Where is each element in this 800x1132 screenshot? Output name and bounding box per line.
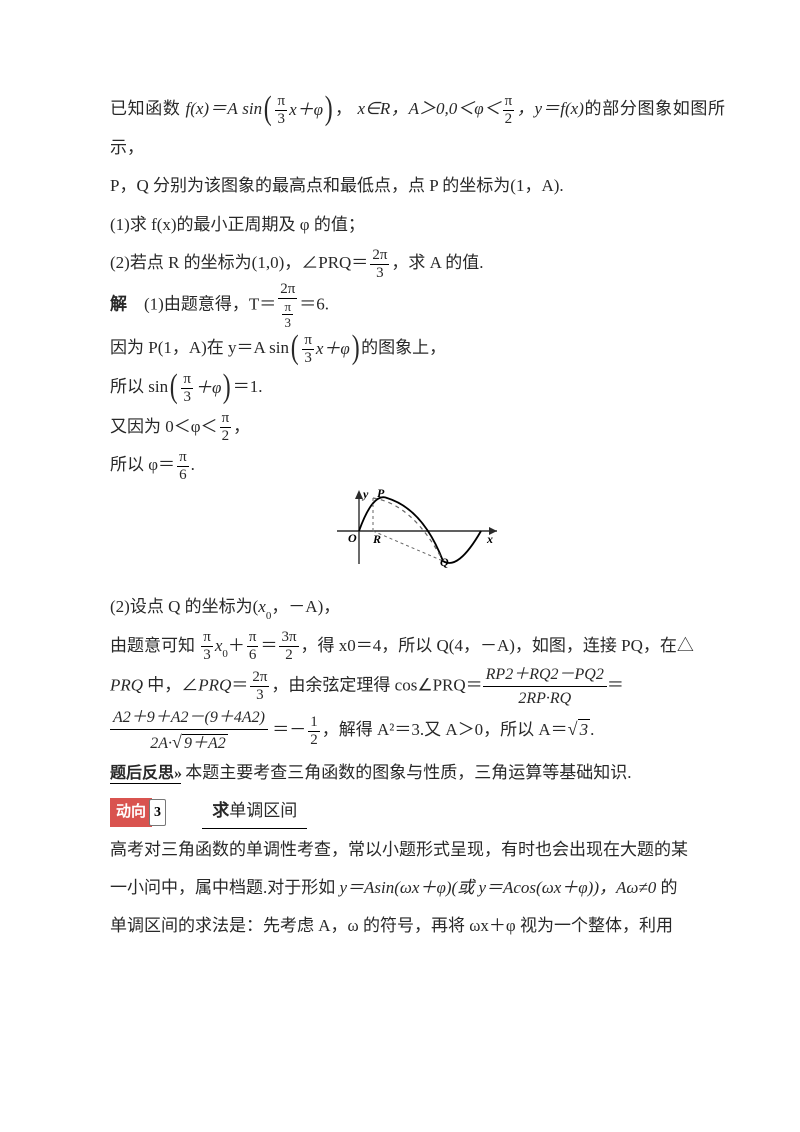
reflect-arrows-icon: » — [174, 765, 181, 782]
fig-label-P: P — [377, 486, 385, 500]
fig-label-x: x — [486, 532, 493, 546]
neg-half: 12 — [308, 715, 320, 748]
question-1: (1)求 f(x)的最小正周期及 φ 的值； — [110, 206, 725, 244]
fig-label-O: O — [348, 531, 357, 545]
solution-2c: PRQ 中，∠PRQ＝2π3，由余弦定理得 cos∠PRQ＝RP2＋RQ2－PQ… — [110, 665, 725, 708]
domain-text: x∈R，A＞0,0＜φ＜ — [358, 99, 501, 118]
solution-1b: 因为 P(1，A)在 y＝A sin(π3x＋φ)的图象上， — [110, 329, 725, 368]
paren-sin-plus: (π3＋φ) — [168, 369, 233, 407]
reflection-line: 题后反思» 本题主要考查三角函数的图象与性质，三角运算等基础知识. — [110, 754, 725, 792]
pi-over-2: π2 — [503, 94, 515, 127]
fig-label-Q: Q — [440, 555, 449, 568]
solution-1d: 又因为 0＜φ＜π2， — [110, 408, 725, 446]
solution-2d: A2＋9＋A2－(9＋4A2)2A·9＋A2 ＝－12，解得 A²＝3.又 A＞… — [110, 708, 725, 754]
direction-title: 求单调区间 — [202, 796, 307, 829]
solution-1e: 所以 φ＝π6. — [110, 446, 725, 484]
sine-figure: P Q O R x y — [110, 486, 725, 582]
cos-frac: RP2＋RQ2－PQ22RP·RQ — [483, 665, 607, 708]
pi-3: π3 — [201, 630, 213, 663]
f-of-x: f(x)＝A sin — [185, 99, 262, 118]
pi-6: π6 — [247, 630, 259, 663]
paren-sin-arg: (π3x＋φ) — [262, 91, 334, 129]
para-1: 高考对三角函数的单调性考查，常以小题形式呈现，有时也会出现在大题的某 — [110, 831, 725, 869]
question-2: (2)若点 R 的坐标为(1,0)，∠PRQ＝2π3，求 A 的值. — [110, 244, 725, 282]
para-2: 一小问中，属中档题.对于形如 y＝Asin(ωx＋φ)(或 y＝Acos(ωx＋… — [110, 869, 725, 907]
direction-badge: 动向 — [110, 798, 152, 827]
pi-over-6: π6 — [177, 450, 189, 483]
pi-over-2-b: π2 — [220, 411, 232, 444]
two-pi-over-3: 2π3 — [370, 248, 389, 281]
solution-label: 解 — [110, 295, 127, 314]
solution-2b: 由题意可知 π3x0＋π6＝3π2，得 x0＝4，所以 Q(4，－A)，如图，连… — [110, 627, 725, 665]
sqrt-3: 3 — [568, 709, 590, 750]
big-frac-2: A2＋9＋A2－(9＋4A2)2A·9＋A2 — [110, 708, 268, 754]
two-pi-3-b: 2π3 — [250, 670, 269, 703]
solution-2a: (2)设点 Q 的坐标为(x0，－A)， — [110, 588, 725, 626]
problem-line-2: P，Q 分别为该图象的最高点和最低点，点 P 的坐标为(1，A). — [110, 167, 725, 205]
fig-label-R: R — [372, 532, 381, 546]
direction-number: 3 — [149, 799, 166, 826]
period-frac: 2ππ3 — [278, 282, 297, 329]
reflect-label: 题后反思 — [110, 765, 174, 782]
problem-line-1: 已知函数 f(x)＝A sin(π3x＋φ)， x∈R，A＞0,0＜φ＜π2，y… — [110, 90, 725, 167]
fig-label-y: y — [361, 487, 369, 501]
paren-sin-arg-2: (π3x＋φ) — [289, 330, 361, 368]
solution-1c: 所以 sin(π3＋φ)＝1. — [110, 368, 725, 407]
solution-1a: 解 (1)由题意得，T＝2ππ3＝6. — [110, 282, 725, 329]
text: 已知函数 — [110, 99, 185, 118]
direction-row: 动向3 求单调区间 — [110, 796, 725, 829]
para-3: 单调区间的求法是：先考虑 A，ω 的符号，再将 ωx＋φ 视为一个整体，利用 — [110, 907, 725, 945]
three-pi-2: 3π2 — [279, 630, 298, 663]
